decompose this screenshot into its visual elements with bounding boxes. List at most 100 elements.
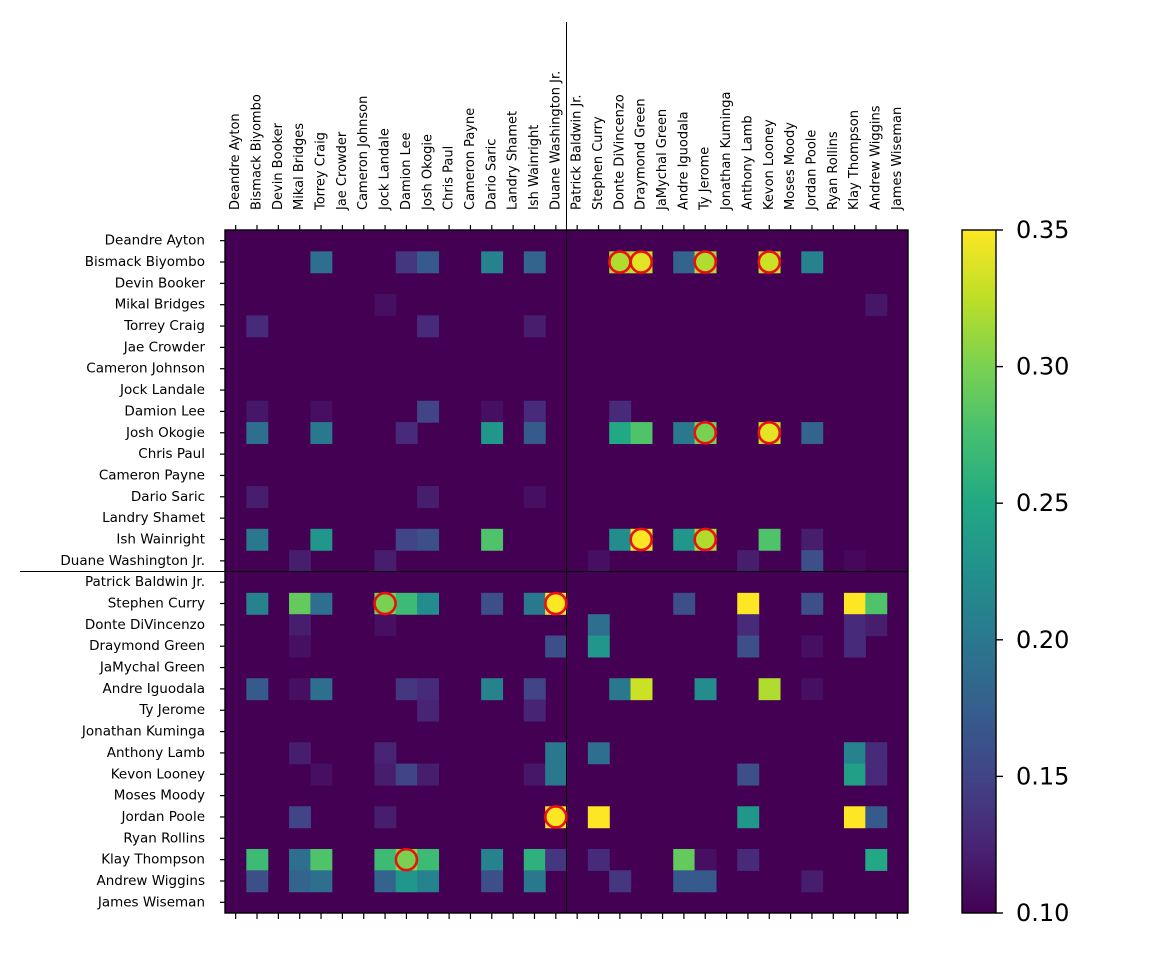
x-axis-labels: Deandre Ayton Bismack Biyombo Devin Booker… <box>228 71 905 211</box>
x-tick-label: Patrick Baldwin Jr. <box>570 94 585 210</box>
heatmap-cell <box>609 870 632 893</box>
y-tick-label: Ty Jerome <box>138 702 205 718</box>
highlight-marker <box>693 527 718 552</box>
heatmap-cell <box>523 400 546 423</box>
y-tick-label: Stephen Curry <box>108 596 205 612</box>
x-tick-label: Dario Saric <box>484 139 499 210</box>
y-tick-label: Jonathan Kuminga <box>81 724 205 740</box>
heatmap-cell <box>289 806 311 829</box>
heatmap-cell <box>694 848 717 871</box>
heatmap-cell <box>523 592 546 615</box>
heatmap-cell <box>246 528 269 551</box>
x-tick-label: Stephen Curry <box>591 116 606 210</box>
highlight-marker <box>373 591 397 616</box>
heatmap-cell <box>417 699 440 722</box>
heatmap-cell <box>523 763 546 786</box>
y-tick-label: Damion Lee <box>124 403 205 419</box>
x-tick-label: Ty Jerome <box>698 147 713 211</box>
highlight-marker <box>544 805 568 829</box>
y-tick-label: Kevon Looney <box>111 766 205 782</box>
heatmap-cell <box>417 763 440 786</box>
heatmap-cell <box>630 678 653 701</box>
heatmap-cell <box>865 763 888 786</box>
heatmap-cell <box>673 251 696 274</box>
heatmap-cell <box>246 400 269 423</box>
heatmap-cell <box>843 614 866 637</box>
y-tick-label: Mikal Bridges <box>115 297 205 313</box>
y-tick-label: Patrick Baldwin Jr. <box>85 574 205 590</box>
colorbar-tick-label: 0.10 <box>1016 899 1069 927</box>
heatmap-cell <box>737 592 760 615</box>
heatmap-cell <box>289 614 311 637</box>
heatmap-cell <box>246 870 269 893</box>
heatmap-cell <box>673 422 696 445</box>
heatmap-cell <box>417 848 440 871</box>
heatmap-cell <box>289 550 311 573</box>
x-tick-label: Cameron Payne <box>463 108 478 210</box>
heatmap-cell <box>737 550 760 573</box>
heatmap-cell <box>310 400 333 423</box>
heatmap-cell <box>843 742 866 765</box>
heatmap-cell <box>481 251 504 274</box>
heatmap-cell <box>481 400 504 423</box>
x-tick-label: Andrew Wiggins <box>868 105 883 210</box>
colorbar-tick-label: 0.15 <box>1016 762 1069 790</box>
x-tick-label: Landry Shamet <box>506 111 521 210</box>
colorbar-tick-label: 0.25 <box>1016 489 1069 517</box>
heatmap-cell <box>630 422 653 445</box>
heatmap-cell <box>523 251 546 274</box>
heatmap-cell <box>865 848 888 871</box>
heatmap-cell <box>843 635 866 658</box>
x-tick-label: Cameron Johnson <box>356 96 371 210</box>
heatmap-cell <box>523 870 546 893</box>
x-tick-label: Jock Landale <box>378 128 393 211</box>
heatmap-cell <box>523 848 546 871</box>
colorbar-gradient <box>961 229 997 914</box>
x-tick-label: Anthony Lamb <box>740 115 755 210</box>
y-tick-label: Draymond Green <box>89 638 205 654</box>
heatmap-cell <box>310 763 333 786</box>
heatmap-cell <box>694 870 717 893</box>
heatmap-cell <box>374 763 397 786</box>
highlight-marker <box>757 250 782 274</box>
heatmap-cell <box>587 848 610 871</box>
heatmap-cell <box>310 870 333 893</box>
heatmap-cell <box>545 742 568 765</box>
heatmap-cell <box>865 294 888 316</box>
y-tick-label: Ryan Rollins <box>123 830 205 846</box>
heatmap-cell <box>843 592 866 615</box>
heatmap-cell <box>523 315 546 338</box>
heatmap-cell <box>523 678 546 701</box>
heatmap-cell <box>865 806 888 829</box>
heatmap-cell <box>801 870 824 893</box>
x-tick-label: JaMychal Green <box>655 109 670 211</box>
heatmap-cell <box>737 614 760 637</box>
heatmap-cell <box>289 592 311 615</box>
heatmap-cell <box>737 635 760 658</box>
y-tick-label: Josh Okogie <box>125 425 205 441</box>
heatmap-cell <box>246 678 269 701</box>
heatmap-cell <box>673 870 696 893</box>
y-tick-label: Jordan Poole <box>121 809 205 825</box>
x-tick-label: Kevon Looney <box>762 119 777 210</box>
heatmap-cell <box>395 592 418 615</box>
heatmap-cell <box>395 528 418 551</box>
heatmap-cell <box>801 678 824 701</box>
heatmap-cell <box>481 848 504 871</box>
heatmap-cell <box>417 315 440 338</box>
y-tick-label: JaMychal Green <box>99 660 205 676</box>
heatmap-cell <box>246 422 269 445</box>
heatmap-cell <box>417 251 440 274</box>
y-axis-labels: Deandre Ayton Bismack Biyombo Devin Booker… <box>60 233 205 911</box>
heatmap-cell <box>417 870 440 893</box>
heatmap-cell <box>246 486 269 509</box>
axis-ticks <box>220 225 898 919</box>
heatmap-cell <box>587 614 610 637</box>
x-tick-label: Duane Washington Jr. <box>548 71 563 210</box>
heatmap-cell <box>481 678 504 701</box>
heatmap-cell <box>801 422 824 445</box>
heatmap-cell <box>673 592 696 615</box>
heatmap-cell <box>801 592 824 615</box>
y-tick-label: Devin Booker <box>115 275 206 291</box>
